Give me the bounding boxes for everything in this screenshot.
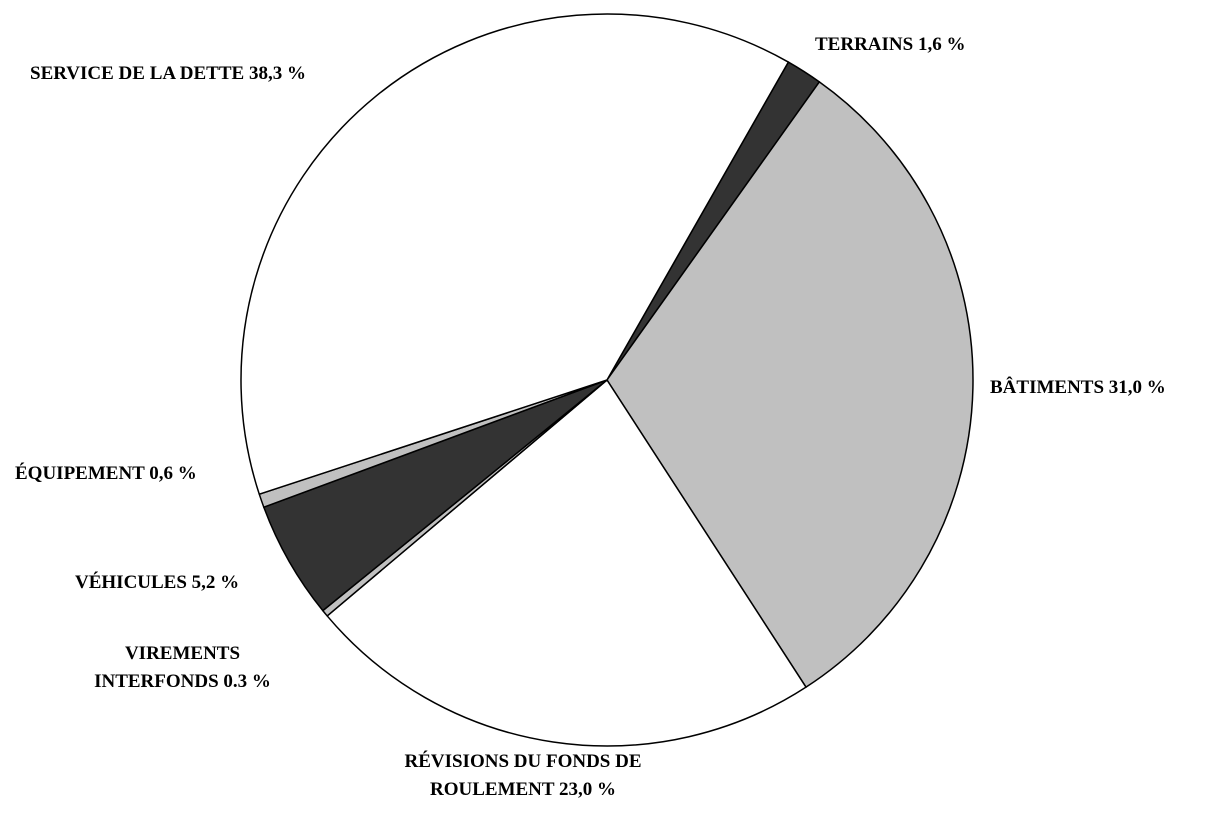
category-name: BÂTIMENTS [990,377,1105,398]
category-name: ÉQUIPEMENT [15,463,145,484]
slice-label: TERRAINS 1,6 % [815,31,1075,59]
value-label: 0.3 % [223,671,271,692]
slice-label: VIREMENTS INTERFONDS 0.3 % [70,640,295,696]
pie-slice [606,81,974,688]
category-name: VIREMENTS INTERFONDS [94,643,241,692]
slice-label: RÉVISIONS DU FONDS DE ROULEMENT 23,0 % [373,748,673,804]
category-name: TERRAINS [815,34,914,55]
pie-slice [326,379,807,747]
value-label: 31,0 % [1108,377,1166,398]
slice-label: SERVICE DE LA DETTE 38,3 % [30,60,430,88]
value-label: 5,2 % [191,572,240,593]
category-name: SERVICE DE LA DETTE [30,63,245,84]
pie-slice [240,13,790,495]
value-label: 1,6 % [917,34,966,55]
value-label: 38,3 % [248,63,306,84]
slice-label: BÂTIMENTS 31,0 % [990,374,1200,402]
value-label: 0,6 % [149,463,197,484]
slice-label: ÉQUIPEMENT 0,6 % [15,460,255,488]
category-name: VÉHICULES [75,572,187,593]
category-name: RÉVISIONS DU FONDS DE ROULEMENT [404,751,642,800]
value-label: 23,0 % [558,779,616,800]
slice-label: VÉHICULES 5,2 % [75,569,315,597]
